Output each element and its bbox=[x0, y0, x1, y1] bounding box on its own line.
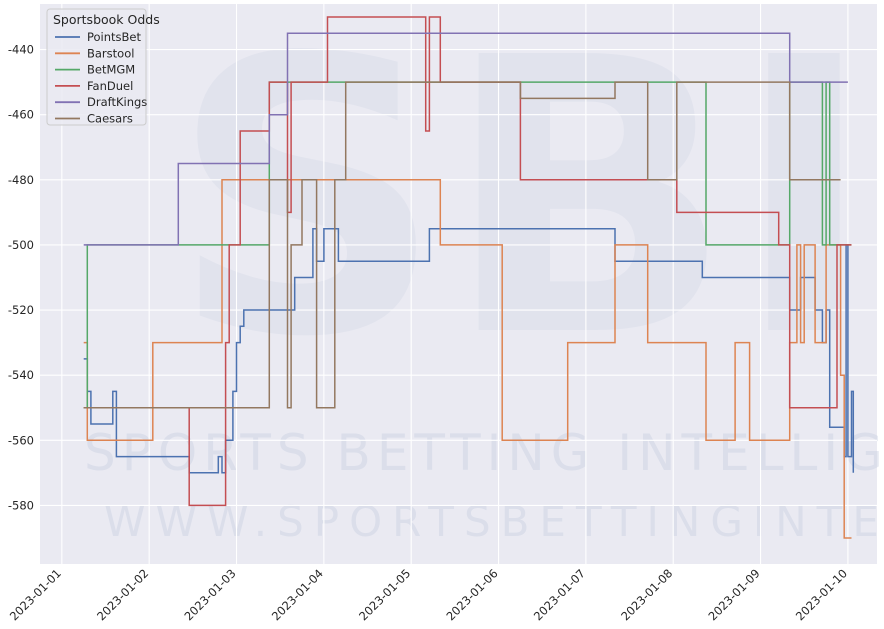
y-axis: -440 -460 -480 -500 -520 -540 -560 -580 bbox=[8, 43, 34, 513]
series-line-pointsbet bbox=[83, 227, 855, 474]
grid bbox=[40, 4, 877, 564]
legend-title: Sportsbook Odds bbox=[53, 12, 160, 27]
y-tick-label: -500 bbox=[8, 238, 34, 252]
legend-label: DraftKings bbox=[87, 95, 147, 109]
plot-background bbox=[40, 4, 877, 564]
legend-items: PointsBet Barstool BetMGM FanDuel DraftKings… bbox=[55, 30, 147, 126]
legend-label: BetMGM bbox=[87, 63, 135, 77]
watermark-logo: SBI bbox=[170, 0, 875, 420]
series-line-barstool bbox=[83, 179, 852, 539]
legend-label: FanDuel bbox=[87, 79, 133, 93]
legend-label: PointsBet bbox=[87, 30, 142, 44]
series-lines bbox=[83, 16, 855, 539]
series-line-draftkings bbox=[83, 32, 848, 246]
y-tick-label: -540 bbox=[8, 368, 34, 382]
y-tick-label: -580 bbox=[8, 498, 34, 512]
legend-box bbox=[46, 8, 147, 126]
y-tick-label: -520 bbox=[8, 303, 34, 317]
y-tick-label: -440 bbox=[8, 43, 34, 57]
y-tick-label: -460 bbox=[8, 108, 34, 122]
legend-label: Barstool bbox=[87, 46, 134, 60]
y-tick-label: -560 bbox=[8, 433, 34, 447]
legend-label: Caesars bbox=[87, 112, 133, 126]
series-line-fanduel bbox=[83, 16, 852, 507]
y-tick-label: -480 bbox=[8, 173, 34, 187]
legend: Sportsbook Odds PointsBet Barstool BetMGM F… bbox=[46, 8, 160, 126]
series-line-caesars bbox=[83, 81, 841, 409]
